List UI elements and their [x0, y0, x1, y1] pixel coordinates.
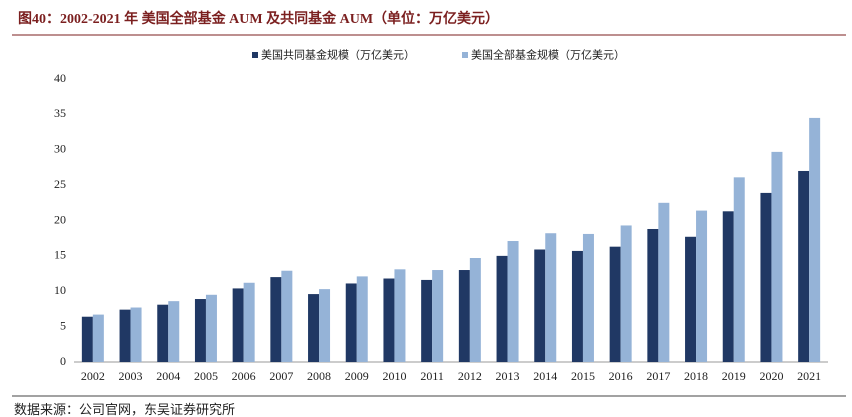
x-tick-label: 2020 [759, 369, 783, 383]
bar [685, 236, 697, 362]
bar [394, 269, 406, 362]
bar [620, 225, 632, 362]
bar [798, 170, 810, 362]
bar [130, 307, 142, 362]
bar [432, 270, 444, 362]
bar [771, 151, 783, 362]
bar [458, 270, 470, 362]
bar [733, 177, 745, 362]
y-tick-label: 35 [54, 106, 66, 120]
y-tick-label: 30 [54, 142, 66, 156]
bar [534, 249, 546, 362]
bar [205, 294, 217, 362]
bar [469, 257, 481, 362]
bar [92, 314, 104, 362]
y-tick-label: 40 [54, 71, 66, 85]
bar [722, 211, 734, 362]
x-tick-label: 2006 [232, 369, 256, 383]
x-tick-label: 2003 [119, 369, 143, 383]
bar [119, 309, 131, 362]
bar [270, 277, 282, 362]
bar [696, 210, 708, 362]
bar [232, 288, 244, 362]
x-tick-label: 2007 [269, 369, 293, 383]
x-tick-label: 2008 [307, 369, 331, 383]
x-tick-label: 2016 [609, 369, 633, 383]
bar [571, 250, 583, 362]
bar [308, 294, 320, 362]
legend-swatch [462, 52, 468, 58]
legend-label: 美国全部基金规模（万亿美元） [471, 48, 625, 62]
bar [609, 246, 621, 362]
x-tick-label: 2009 [345, 369, 369, 383]
bar [647, 228, 659, 362]
x-tick-label: 2011 [420, 369, 444, 383]
legend-label: 美国共同基金规模（万亿美元） [261, 48, 415, 62]
bar [194, 299, 206, 362]
x-tick-label: 2019 [722, 369, 746, 383]
x-tick-label: 2018 [684, 369, 708, 383]
x-tick-label: 2014 [533, 369, 557, 383]
chart-title: 图40：2002-2021 年 美国全部基金 AUM 及共同基金 AUM（单位：… [18, 10, 499, 27]
x-tick-label: 2015 [571, 369, 595, 383]
y-tick-label: 10 [54, 283, 66, 297]
x-tick-label: 2013 [496, 369, 520, 383]
x-tick-label: 2005 [194, 369, 218, 383]
bar [81, 316, 93, 362]
bar [658, 202, 670, 362]
source-note: 数据来源：公司官网，东吴证券研究所 [14, 402, 235, 417]
bar [383, 278, 395, 362]
x-tick-label: 2002 [81, 369, 105, 383]
x-tick-label: 2004 [156, 369, 180, 383]
x-tick-label: 2021 [797, 369, 821, 383]
y-tick-label: 25 [54, 177, 66, 191]
x-tick-label: 2017 [646, 369, 670, 383]
bar [582, 233, 594, 362]
legend-swatch [252, 52, 258, 58]
bar [507, 241, 519, 362]
bar [345, 283, 357, 362]
x-tick-label: 2012 [458, 369, 482, 383]
bar [421, 279, 433, 362]
bar [496, 255, 508, 362]
bar [356, 276, 368, 362]
bar [545, 233, 557, 362]
bar [319, 289, 331, 362]
y-tick-label: 0 [60, 354, 66, 368]
y-tick-label: 20 [54, 212, 66, 226]
bar [157, 304, 169, 362]
bar [281, 270, 293, 362]
y-tick-label: 5 [60, 318, 66, 332]
bar [168, 301, 180, 362]
y-tick-label: 15 [54, 248, 66, 262]
bar [760, 192, 772, 362]
bar [243, 282, 255, 362]
x-tick-label: 2010 [382, 369, 406, 383]
bar [809, 117, 821, 362]
